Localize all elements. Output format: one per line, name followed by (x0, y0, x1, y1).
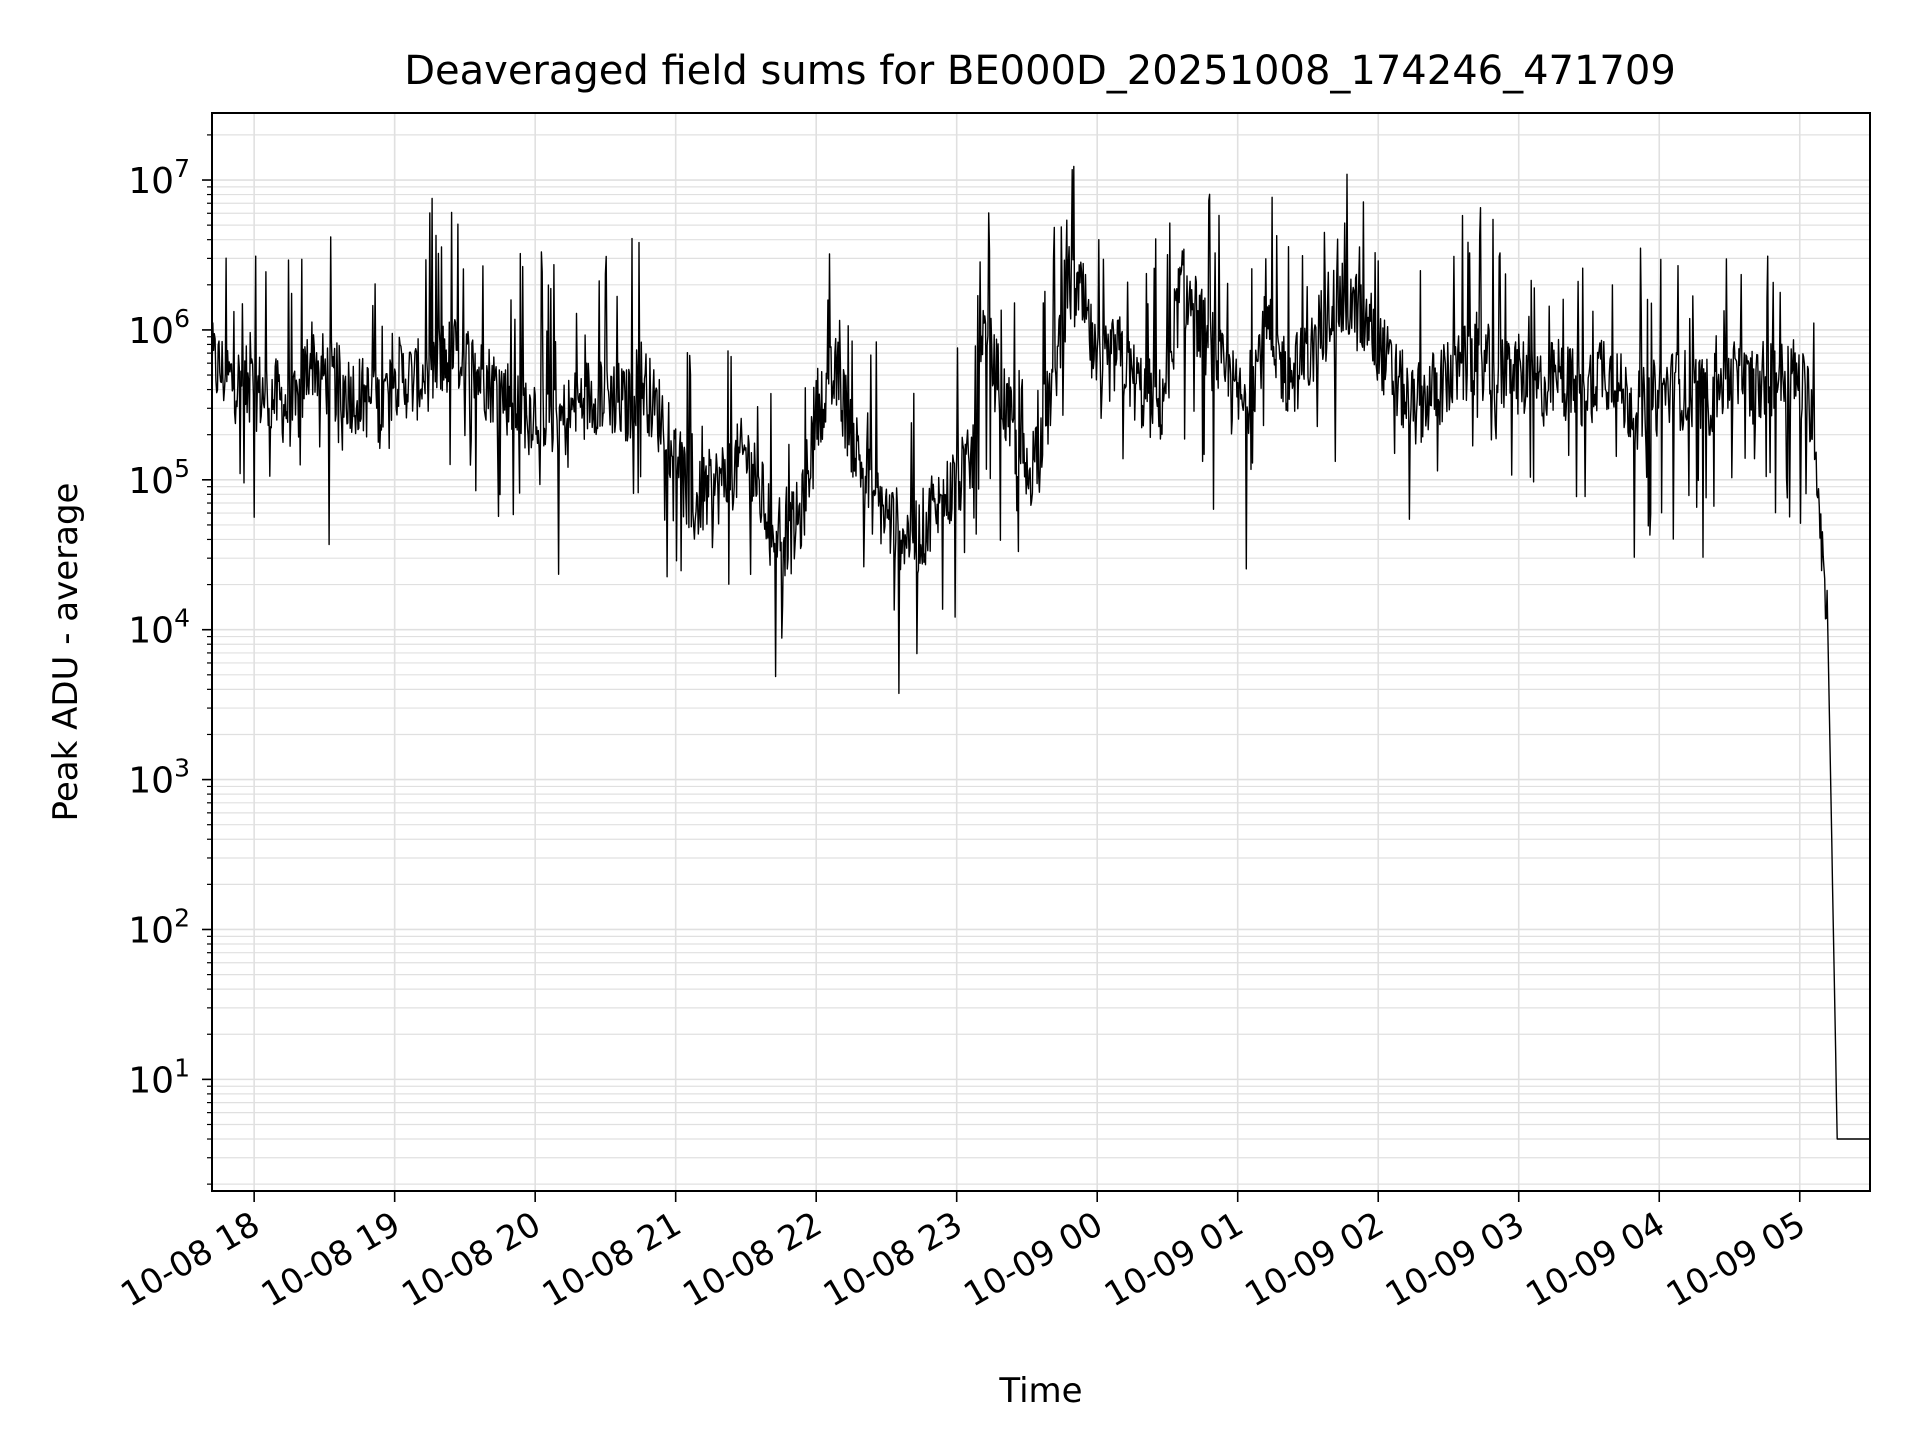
y-tick-label: 105 (128, 454, 190, 502)
x-tick-label: 10-08 20 (395, 1204, 547, 1315)
y-tick-label: 102 (128, 903, 190, 951)
x-tick-label: 10-09 03 (1379, 1204, 1531, 1315)
x-tick-label: 10-08 19 (255, 1204, 407, 1315)
x-axis-label: Time (998, 1371, 1082, 1411)
x-tick-label: 10-08 23 (817, 1204, 969, 1315)
x-tick-label: 10-09 04 (1519, 1204, 1671, 1315)
x-tick-label: 10-09 01 (1098, 1204, 1250, 1315)
plot-frame (211, 112, 1871, 1192)
series-line (211, 165, 1870, 1140)
y-tick-label: 101 (128, 1053, 190, 1101)
y-tick-label: 107 (128, 154, 190, 202)
y-tick-label: 104 (128, 604, 190, 652)
y-axis-ticks: 101 102 103 104 105 106 107 (128, 134, 212, 1185)
y-tick-label: 103 (128, 754, 190, 802)
x-tick-label: 10-09 02 (1238, 1204, 1390, 1315)
x-tick-label: 10-08 22 (676, 1204, 828, 1315)
chart-title: Deaveraged field sums for BE000D_2025100… (404, 48, 1676, 94)
grid (212, 113, 1870, 1191)
x-tick-label: 10-09 00 (957, 1204, 1109, 1315)
x-tick-label: 10-08 18 (114, 1204, 266, 1315)
y-axis-label: Peak ADU - average (46, 483, 86, 822)
x-tick-label: 10-09 05 (1660, 1204, 1812, 1315)
x-tick-label: 10-08 21 (536, 1204, 688, 1315)
y-tick-label: 106 (128, 304, 190, 352)
